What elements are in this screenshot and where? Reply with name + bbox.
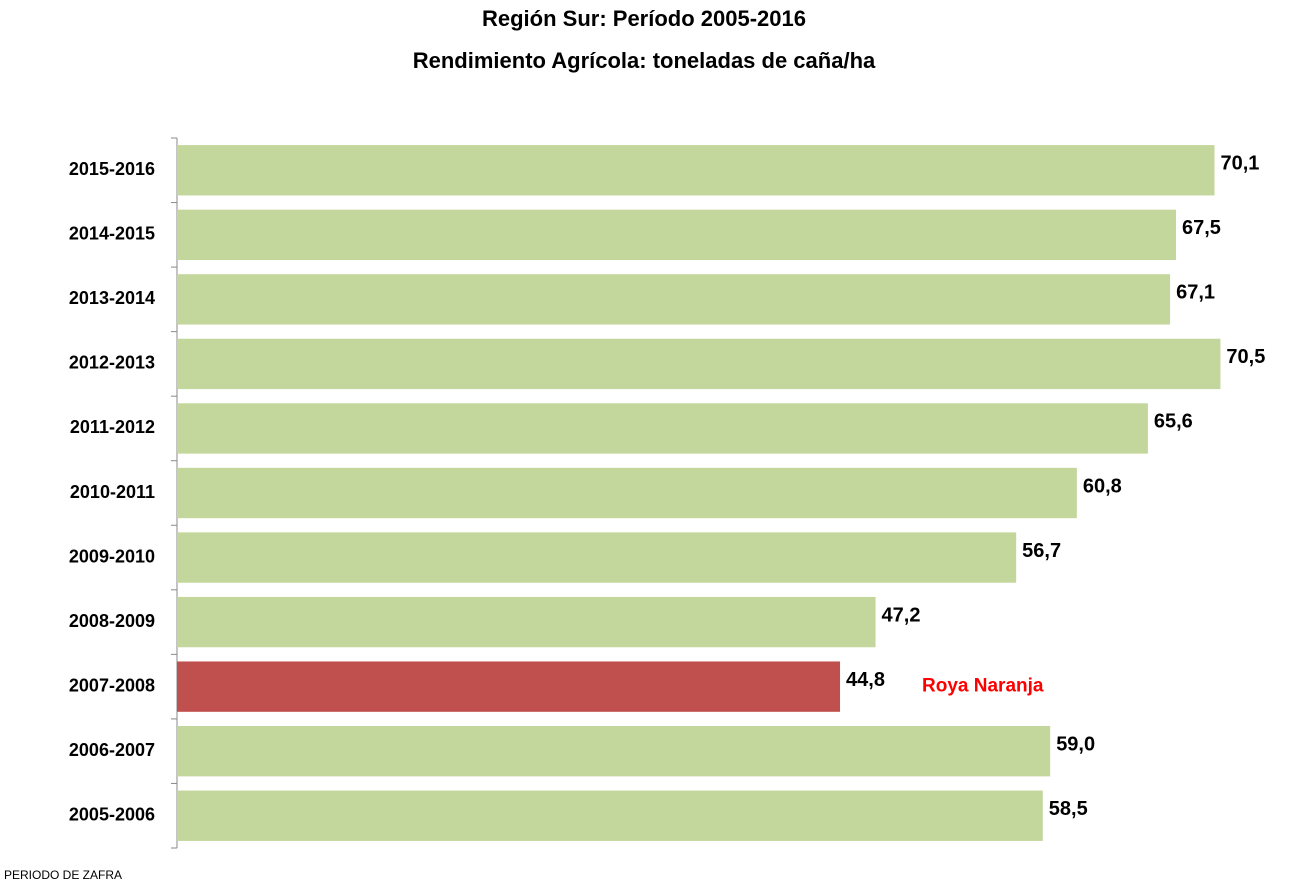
bar [177, 274, 1171, 325]
value-label: 70,1 [1220, 153, 1259, 175]
value-label: 58,5 [1049, 798, 1088, 820]
bar [177, 726, 1051, 777]
y-tick-label: 2006-2007 [69, 740, 155, 760]
value-label: 67,1 [1176, 282, 1215, 304]
value-label: 44,8 [846, 669, 885, 691]
bar [177, 338, 1221, 390]
y-tick-label: 2014-2015 [69, 224, 155, 244]
bar [177, 532, 1017, 583]
value-label: 60,8 [1083, 475, 1122, 497]
y-tick-label: 2010-2011 [70, 482, 155, 502]
y-tick-label: 2009-2010 [69, 546, 155, 566]
axis-label: PERIODO DE ZAFRA [4, 868, 122, 882]
bar [177, 145, 1215, 196]
bar [177, 596, 876, 648]
chart-subtitle: Rendimiento Agrícola: toneladas de caña/… [413, 48, 876, 73]
y-tick-label: 2011-2012 [70, 417, 155, 437]
bar [177, 209, 1176, 260]
annotation: Roya Naranja [922, 676, 1044, 697]
bar [177, 403, 1148, 454]
bar [177, 467, 1077, 519]
y-tick-label: 2008-2009 [69, 611, 155, 631]
y-tick-label: 2005-2006 [69, 804, 155, 824]
value-label: 70,5 [1226, 346, 1265, 368]
bar [177, 661, 841, 712]
value-label: 65,6 [1154, 411, 1193, 433]
bar [177, 790, 1043, 841]
y-tick-label: 2015-2016 [69, 159, 155, 179]
value-label: 59,0 [1056, 733, 1095, 755]
y-tick-label: 2007-2008 [69, 675, 155, 695]
y-tick-label: 2012-2013 [69, 353, 155, 373]
y-tick-label: 2013-2014 [69, 288, 155, 308]
value-label: 56,7 [1022, 540, 1061, 562]
value-label: 67,5 [1182, 217, 1221, 239]
value-label: 47,2 [882, 604, 921, 626]
chart-title: Región Sur: Período 2005-2016 [482, 6, 806, 31]
